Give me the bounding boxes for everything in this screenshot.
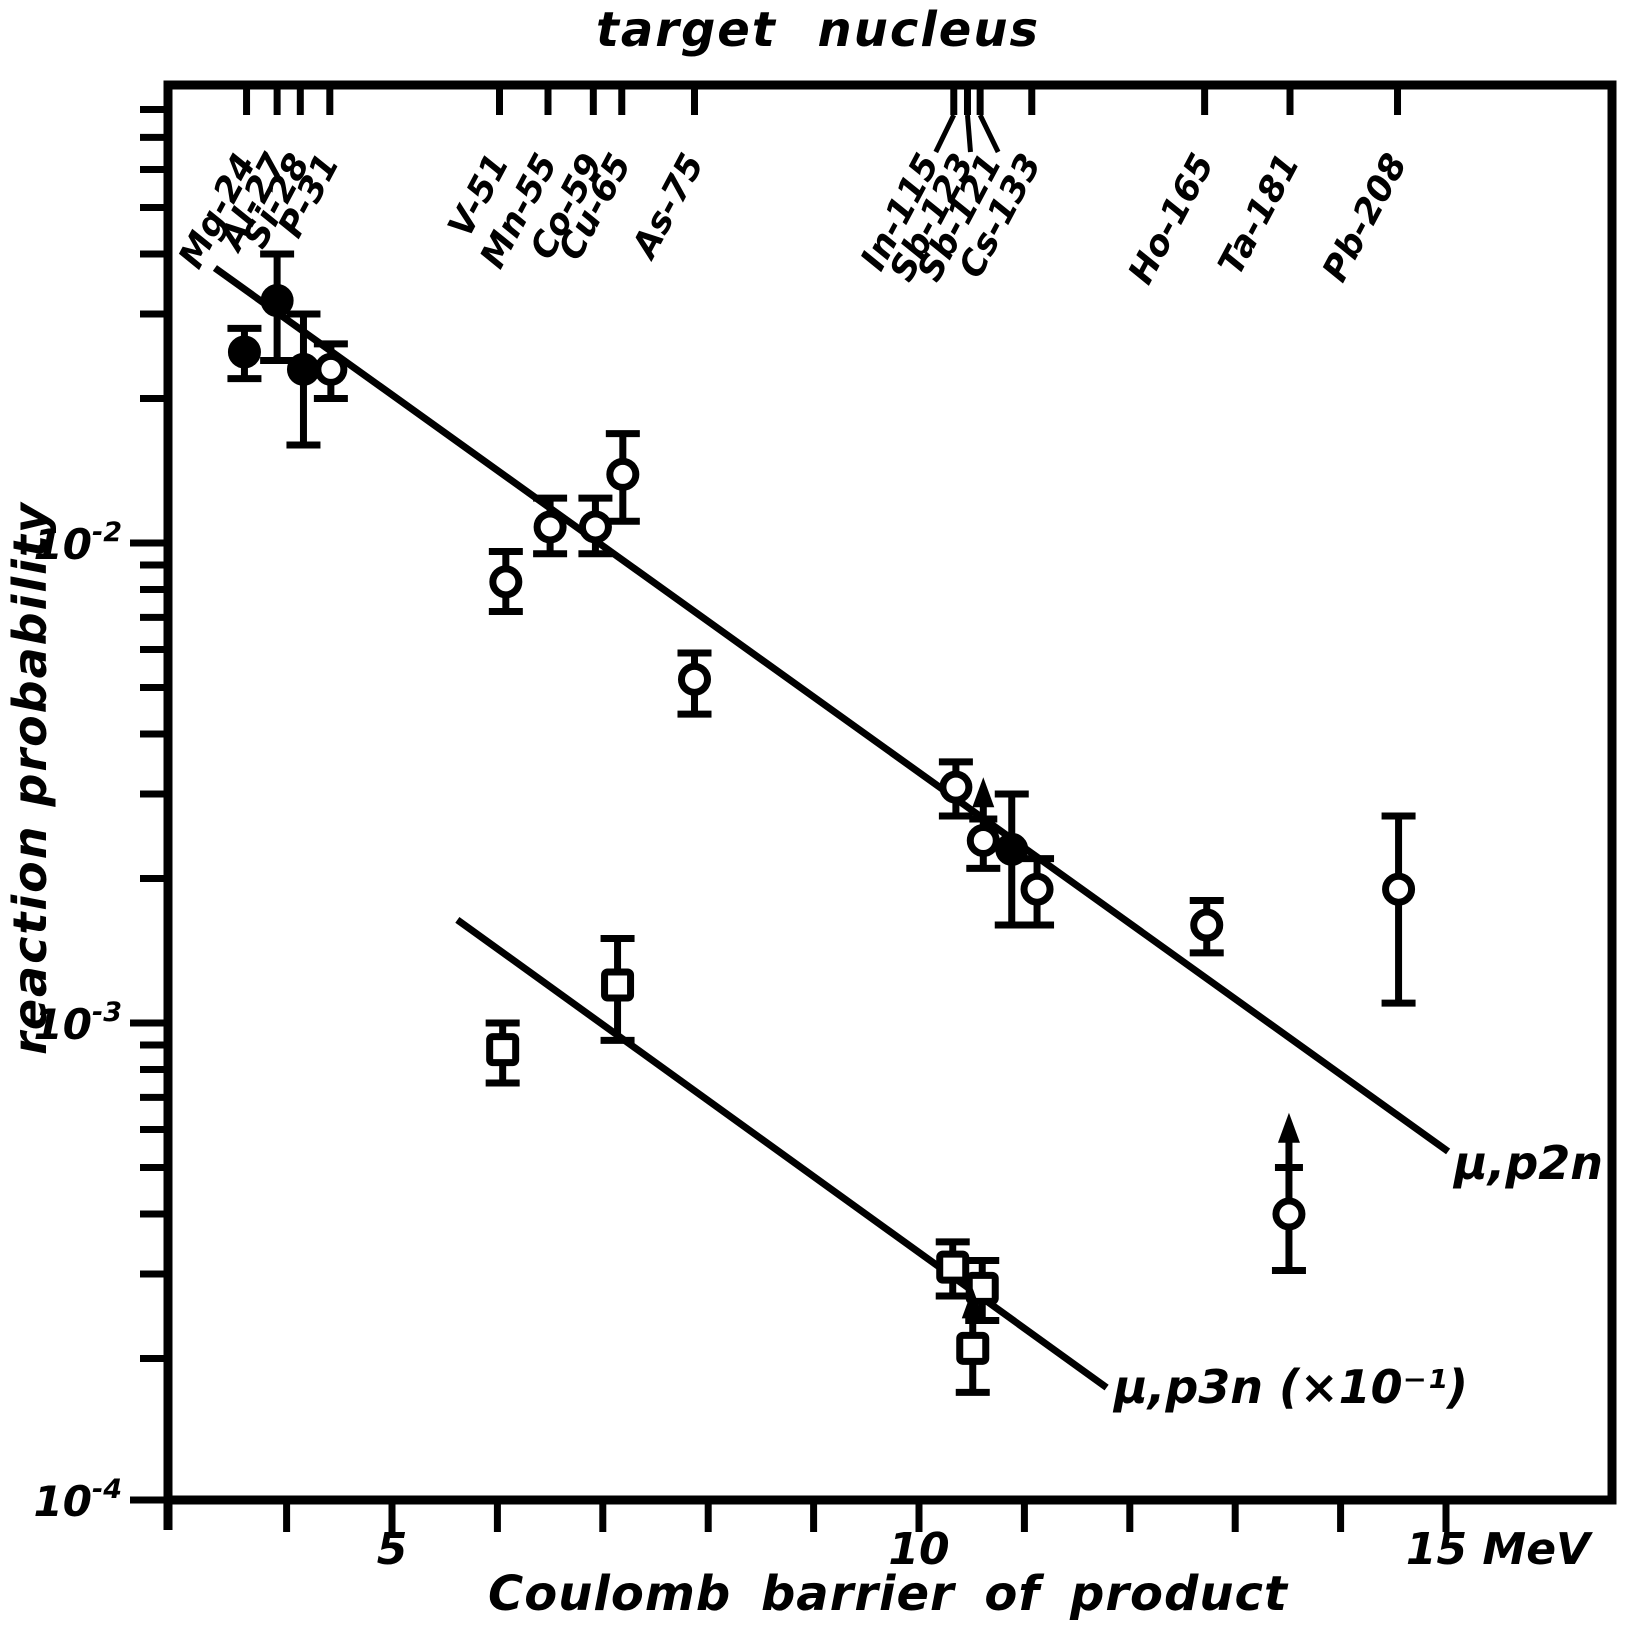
point-square-Sb-123 <box>955 1288 990 1396</box>
nucleus-label-Ta-181: Ta-181 <box>1211 147 1308 281</box>
axis-ticks <box>130 106 1450 1532</box>
plot-frame <box>163 80 1617 1505</box>
point-square-V-51 <box>485 1019 520 1087</box>
point-circle-Sb-121 <box>994 790 1029 929</box>
point-circle-Si-28 <box>286 310 321 449</box>
leader-line <box>933 113 957 154</box>
point-circle-Al-27 <box>260 250 295 364</box>
point-circle-In-115 <box>938 758 973 820</box>
x-tick-label: 10 <box>888 1524 949 1575</box>
lower-limit-arrow <box>961 1288 984 1319</box>
x-tick-label: 5 <box>377 1524 408 1575</box>
point-circle-Pb-208 <box>1381 812 1416 1007</box>
point-circle-V-51 <box>488 548 523 615</box>
leader-line <box>964 114 973 153</box>
lower-limit-arrow <box>1277 1112 1300 1143</box>
y-tick-label: 10-2 <box>34 517 122 569</box>
fit-line-0 <box>212 265 1451 1155</box>
point-circle-Sb-123 <box>966 777 1001 872</box>
fit-line-label-p3n: μ,p3n (×10⁻¹) <box>1114 1360 1469 1414</box>
point-circle-Mg-24 <box>227 324 262 383</box>
leader-line <box>977 113 1001 154</box>
point-square-In-115 <box>935 1238 970 1300</box>
y-tick-label: 10-3 <box>34 997 122 1049</box>
point-circle-Co-59 <box>578 494 613 558</box>
fit-line-label-p2n: μ,p2n <box>1454 1136 1604 1190</box>
fit-line-1 <box>455 917 1109 1391</box>
point-circle-As-75 <box>677 649 712 718</box>
y-axis-title: reaction probability <box>3 501 57 1055</box>
x-axis-title: Coulomb barrier of product <box>488 1566 1288 1622</box>
point-circle-Cu-65 <box>605 430 640 525</box>
point-circle-Ho-165 <box>1189 896 1224 957</box>
point-circle-P-31 <box>313 340 348 403</box>
point-circle-Ta-181 <box>1271 1112 1306 1275</box>
lower-limit-arrow <box>972 777 995 808</box>
point-square-Cu-65 <box>600 934 635 1044</box>
point-circle-Cs-133 <box>1020 855 1055 929</box>
x-tick-label: 15 MeV <box>1406 1524 1593 1575</box>
y-tick-label: 10-4 <box>34 1474 122 1526</box>
nucleus-label-Pb-208: Pb-208 <box>1315 147 1415 288</box>
top-axis-title: target nucleus <box>595 2 1041 58</box>
point-circle-Mn-55 <box>533 494 568 558</box>
nucleus-label-Ho-165: Ho-165 <box>1121 147 1222 290</box>
